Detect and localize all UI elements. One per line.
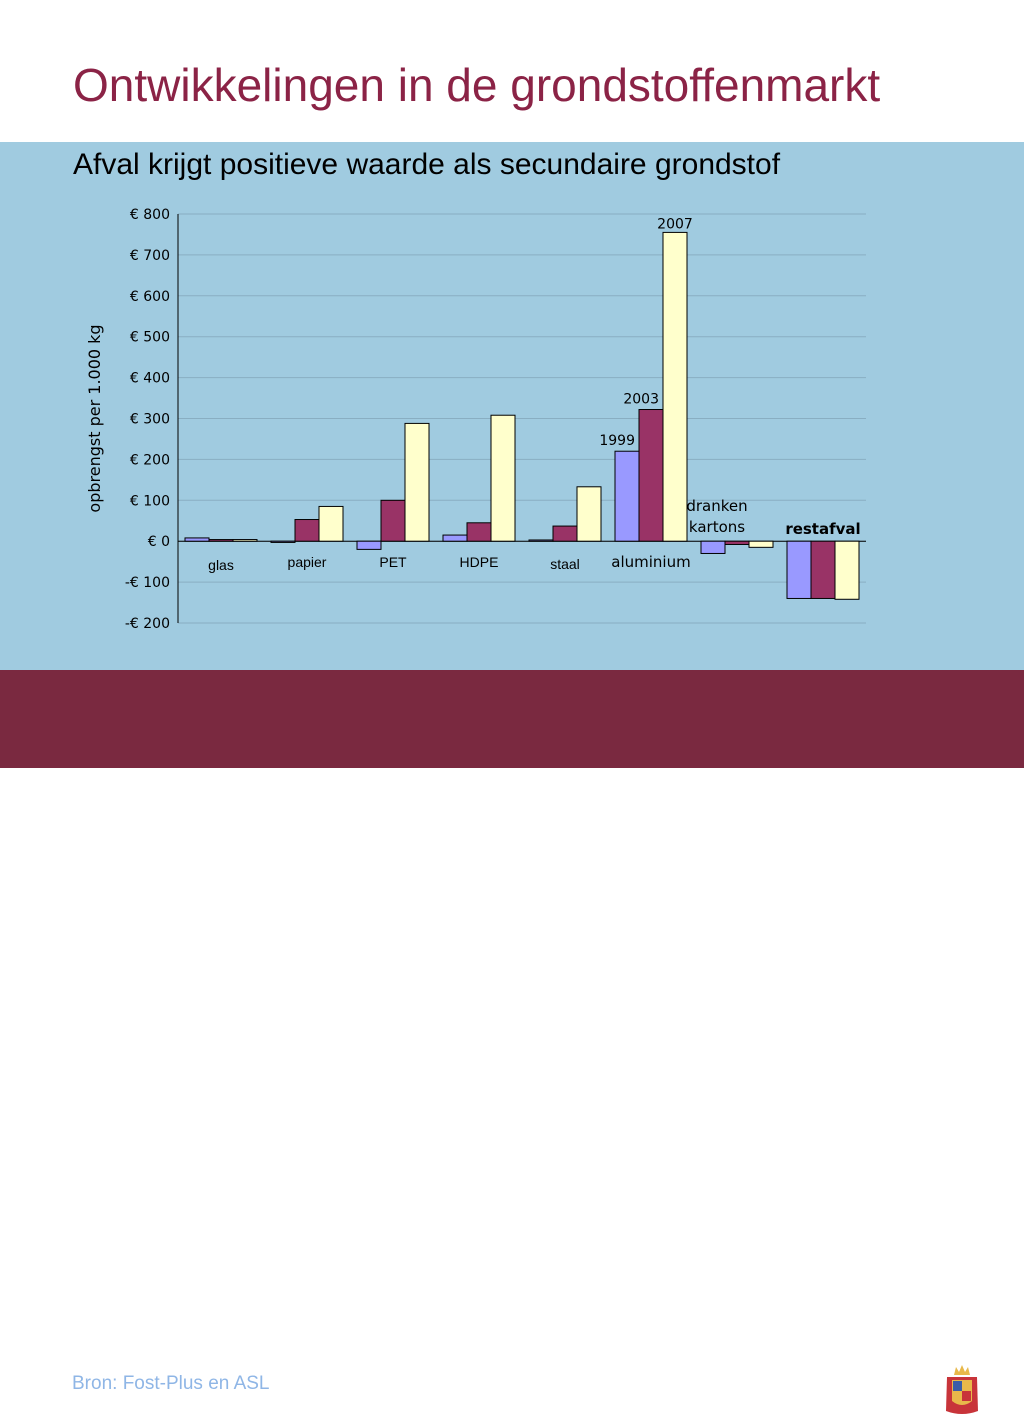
bar-restafval-2007 [834,540,860,600]
series-label-2007: 2007 [657,216,693,232]
bar-glas-2003 [208,539,234,542]
bar-staal-1999 [528,539,554,542]
y-tick-label: -€ 100 [125,575,170,591]
bar-aluminium-2003 [638,409,664,542]
category-label: restafval [785,520,860,538]
y-tick-label: € 100 [130,493,170,509]
y-tick-label: € 300 [130,412,170,428]
source-text: Bron: Fost-Plus en ASL [72,1373,270,1394]
bar-restafval-1999 [786,540,812,599]
bar-chart: -€ 200 -€ 100 € 0 € 100 € 200 € 300 € 400 € 500… [85,207,866,632]
bar-aluminium-2007 [662,231,688,542]
bar-glas-1999 [184,537,210,542]
y-tick-label: € 500 [130,330,170,346]
crest-quarter-a [953,1381,962,1391]
bar-HDPE-1999 [442,534,468,542]
bar-PET-2003 [380,499,406,542]
series-label-2003: 2003 [623,392,659,408]
y-tick-label: € 400 [130,371,170,387]
y-tick-label: € 700 [130,248,170,264]
bar-papier-2007 [318,505,344,542]
category-label: PET [379,554,407,570]
subtitle: Afval krijgt positieve waarde als secund… [73,148,781,181]
category-label: glas [208,557,234,573]
bar-dranken-kartons-1999 [700,540,726,554]
brand-text: provincie limburg [722,1368,928,1398]
bar-staal-2003 [552,525,578,542]
bar-PET-1999 [356,540,382,550]
bar-dranken-kartons-2007 [748,540,774,548]
category-label: kartons [689,518,745,536]
provincial-crest-icon [946,1365,978,1414]
crest-quarter-b [962,1391,971,1401]
category-label: HDPE [460,554,499,570]
category-label: staal [550,556,580,572]
header: Ontwikkelingen in de grondstoffenmarkt [0,0,1024,142]
bar-aluminium-1999 [614,450,640,542]
page-title: Ontwikkelingen in de grondstoffenmarkt [73,59,881,111]
bar-dranken-kartons-2003 [724,540,750,545]
bar-HDPE-2003 [466,522,492,542]
y-tick-label: € 600 [130,289,170,305]
footer: Bron: Fost-Plus en ASL provincie limburg [0,670,1024,1414]
category-label: aluminium [611,553,690,571]
y-tick-label: € 200 [130,452,170,468]
category-label: dranken [686,497,747,515]
bar-staal-2007 [576,486,602,542]
y-tick-label: € 0 [148,534,170,550]
bar-PET-2007 [404,422,430,542]
y-tick-label: € 800 [130,207,170,223]
bar-HDPE-2007 [490,414,516,542]
bar-restafval-2003 [810,540,836,599]
category-label: papier [288,554,327,570]
bar-glas-2007 [232,539,258,542]
bar-papier-1999 [270,540,296,543]
crest-crown [954,1365,970,1375]
y-axis-label: opbrengst per 1.000 kg [85,324,104,512]
bar-papier-2003 [294,519,320,542]
y-tick-label: -€ 200 [125,616,170,632]
series-label-1999: 1999 [599,433,635,449]
